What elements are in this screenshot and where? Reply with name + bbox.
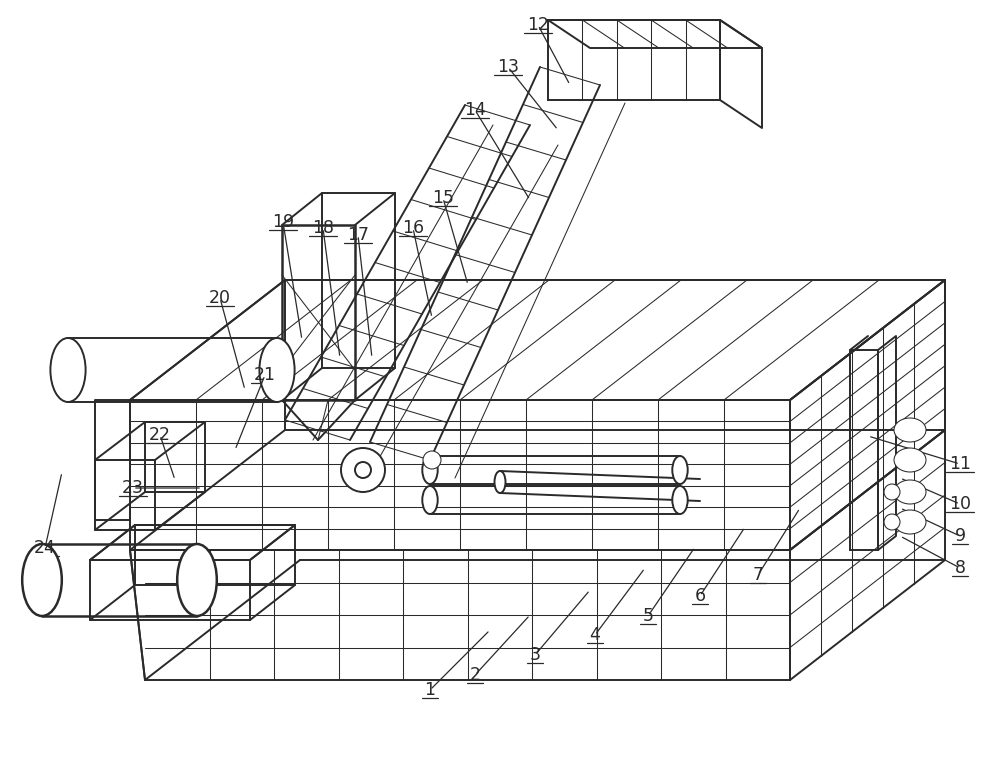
- Text: 1: 1: [424, 681, 436, 699]
- Text: 23: 23: [122, 479, 144, 497]
- Ellipse shape: [894, 510, 926, 534]
- Text: 24: 24: [34, 539, 56, 557]
- Ellipse shape: [50, 338, 86, 402]
- Text: 13: 13: [497, 58, 519, 76]
- Text: 2: 2: [470, 666, 480, 684]
- Ellipse shape: [422, 456, 438, 484]
- Text: 16: 16: [402, 219, 424, 237]
- Text: 20: 20: [209, 289, 231, 307]
- Ellipse shape: [259, 338, 295, 402]
- Text: 7: 7: [753, 566, 764, 584]
- Text: 22: 22: [149, 426, 171, 444]
- Ellipse shape: [672, 486, 688, 514]
- Text: 18: 18: [312, 219, 334, 237]
- Text: 3: 3: [530, 646, 540, 664]
- Text: 12: 12: [527, 16, 549, 34]
- Ellipse shape: [672, 456, 688, 484]
- Circle shape: [423, 451, 441, 469]
- Text: 15: 15: [432, 189, 454, 207]
- Text: 9: 9: [954, 527, 966, 545]
- Ellipse shape: [22, 544, 62, 616]
- Ellipse shape: [894, 480, 926, 504]
- Text: 14: 14: [464, 101, 486, 119]
- Circle shape: [355, 462, 371, 478]
- Text: 4: 4: [590, 626, 600, 644]
- Ellipse shape: [422, 486, 438, 514]
- Text: 5: 5: [642, 607, 654, 625]
- Ellipse shape: [494, 471, 506, 493]
- Ellipse shape: [894, 418, 926, 442]
- Text: 19: 19: [272, 213, 294, 231]
- Text: 21: 21: [254, 366, 276, 384]
- Text: 6: 6: [694, 587, 706, 605]
- Circle shape: [884, 484, 900, 500]
- Text: 8: 8: [954, 559, 966, 577]
- Ellipse shape: [894, 448, 926, 472]
- Text: 17: 17: [347, 226, 369, 244]
- Text: 10: 10: [949, 495, 971, 513]
- Ellipse shape: [177, 544, 217, 616]
- Text: 11: 11: [949, 455, 971, 473]
- Circle shape: [884, 514, 900, 530]
- Circle shape: [341, 448, 385, 492]
